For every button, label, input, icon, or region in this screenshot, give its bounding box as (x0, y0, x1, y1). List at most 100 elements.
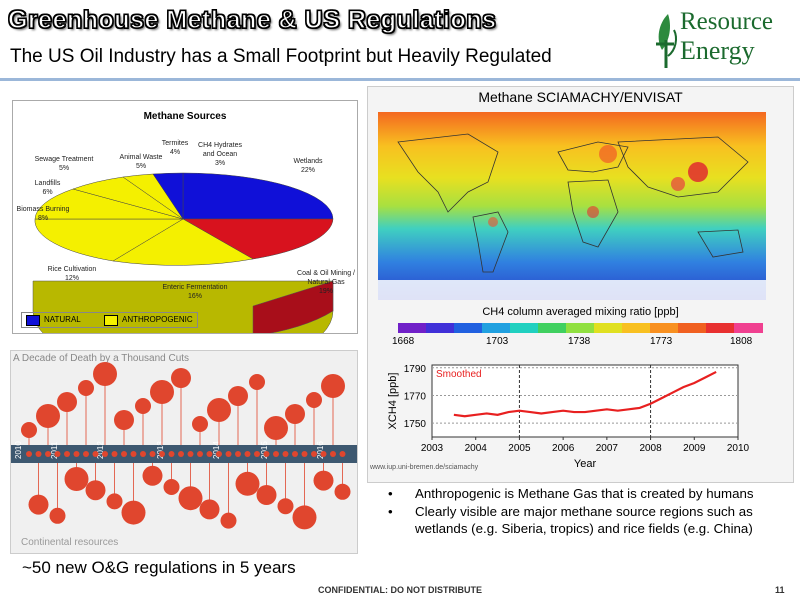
timeline-graphic: 2010 2011 2012 2013 2014 2015 2016 (11, 362, 357, 530)
regulations-callout: ~50 new O&G regulations in 5 years (22, 558, 296, 577)
regulation-bubble (57, 392, 77, 412)
colorbar-tick: 1773 (650, 336, 673, 347)
timeline-dot (216, 451, 222, 457)
timeline-dot (273, 451, 279, 457)
y-axis-label: XCH4 [ppb] (387, 373, 399, 430)
slice-label-coal-oil-gas: Coal & Oil Mining / Natural Gas 19% (297, 270, 355, 295)
regulation-bubble (220, 512, 237, 529)
slice-label-rice: Rice Cultivation 12% (47, 266, 97, 282)
timeline-dot (339, 451, 346, 457)
pie-legend: NATURAL ANTHROPOGENIC (21, 312, 198, 328)
y-tick-label: 1770 (404, 391, 427, 402)
timeline-dot (121, 451, 127, 457)
plot-area (431, 364, 739, 438)
source-url: www.iup.uni-bremen.de/sciamachy (370, 464, 479, 471)
regulation-bubble (199, 499, 220, 520)
regulation-bubble (228, 386, 248, 406)
colorbar-tick: 1738 (568, 336, 591, 347)
regulation-bubble (178, 486, 203, 511)
regulation-bubble (171, 368, 191, 388)
timeline-dot (235, 451, 241, 457)
timeline-dot (197, 451, 203, 457)
timeline-year-label: 2016 (316, 441, 325, 459)
regulation-bubble (49, 507, 66, 524)
colorbar-tick: 1703 (486, 336, 509, 347)
timeline-dot (187, 451, 194, 457)
x-tick-label: 2010 (727, 443, 750, 454)
regulation-bubble (192, 416, 208, 432)
regulations-timeline-panel: A Decade of Death by a Thousand Cuts 201… (10, 350, 358, 554)
x-tick-label: 2007 (596, 443, 619, 454)
regulation-bubble (85, 480, 106, 501)
timeline-year-label: 2015 (260, 441, 269, 459)
timeline-credit: Continental resources (21, 537, 119, 548)
methane-world-map (378, 112, 766, 300)
timeline-dot (330, 451, 336, 457)
timeline-year-label: 2010 (14, 441, 23, 459)
sciamachy-map-panel: Methane SCIAMACHY/ENVISAT CH4 column ave (367, 86, 794, 483)
timeline-dot (102, 451, 108, 457)
timeline-dot (292, 451, 298, 457)
regulation-bubble (36, 404, 60, 428)
pie-chart-graphic (32, 172, 334, 333)
timeline-dot (73, 451, 80, 457)
confidential-footer: CONFIDENTIAL: DO NOT DISTRIBUTE (318, 585, 482, 595)
regulation-bubble (142, 465, 163, 486)
slice-label-hydrates: CH4 Hydrates and Ocean 3% (198, 142, 242, 167)
timeline-dot (54, 451, 61, 457)
legend-swatch-anthropogenic (104, 315, 118, 326)
timeline-dot (254, 451, 260, 457)
regulation-bubble (106, 493, 123, 510)
regulation-bubble (121, 500, 146, 525)
x-tick-label: 2009 (683, 443, 706, 454)
bullet-dot-icon: • (388, 504, 393, 519)
timeline-dot (320, 451, 327, 457)
timeline-title: A Decade of Death by a Thousand Cuts (13, 353, 190, 364)
logo-word-resource: Resource (680, 8, 774, 35)
resource-energy-logo: Resource Energy (652, 8, 797, 70)
slice-label-enteric: Enteric Fermentation 16% (162, 284, 228, 300)
slide-title: Greenhouse Methane & US Regulations (7, 5, 497, 34)
bullet-item: • Anthropogenic is Methane Gas that is cr… (388, 486, 754, 501)
timeline-dot (159, 451, 165, 457)
timeline-dot (263, 451, 270, 457)
regulation-bubble (21, 422, 37, 438)
x-tick-label: 2005 (508, 443, 531, 454)
timeline-dot (178, 451, 184, 457)
logo-word-energy: Energy (680, 36, 755, 65)
page-number: 11 (775, 585, 785, 595)
bullet-list: • Anthropogenic is Methane Gas that is cr… (388, 485, 788, 538)
timeline-year-label: 2014 (212, 441, 221, 459)
timeline-year-label: 2011 (50, 441, 59, 459)
x-tick-label: 2004 (465, 443, 488, 454)
timeline-dot (244, 451, 251, 457)
regulation-bubble (28, 494, 49, 515)
regulation-bubble (264, 416, 288, 440)
timeline-dot (301, 451, 308, 457)
regulation-bubble (256, 485, 277, 505)
timeline-dot (92, 451, 99, 457)
regulation-bubble (235, 471, 260, 496)
colorbar-tick: 1808 (730, 336, 753, 347)
timeline-dot (111, 451, 118, 457)
x-tick-label: 2008 (639, 443, 662, 454)
regulation-bubble (163, 479, 180, 495)
timeline-dot (225, 451, 232, 457)
bullet-dot-icon: • (388, 486, 393, 501)
timeline-dot (64, 451, 70, 457)
regulation-bubble (313, 470, 334, 491)
bullet-item: • Clearly visible are major methane sourc… (388, 504, 753, 536)
slice-label-sewage: Sewage Treatment 5% (34, 156, 94, 172)
regulation-bubble (321, 374, 345, 398)
regulation-bubble (135, 398, 151, 414)
series-line (453, 370, 717, 418)
legend-swatch-natural (26, 315, 40, 326)
xch4-line-chart: 1790 1770 1750 2003 2004 2005 2006 2007 2008 2009… (387, 364, 750, 470)
methane-sources-pie-panel: Methane Sources Wetlands 22% Coal & Oil M… (12, 100, 358, 334)
timeline-dot (130, 451, 137, 457)
leaf-logo-icon (656, 14, 677, 68)
slice-label-landfills: Landfills 6% (34, 180, 61, 196)
regulation-bubble (285, 404, 305, 424)
regulation-bubble (277, 498, 294, 515)
regulation-bubble (150, 380, 174, 404)
